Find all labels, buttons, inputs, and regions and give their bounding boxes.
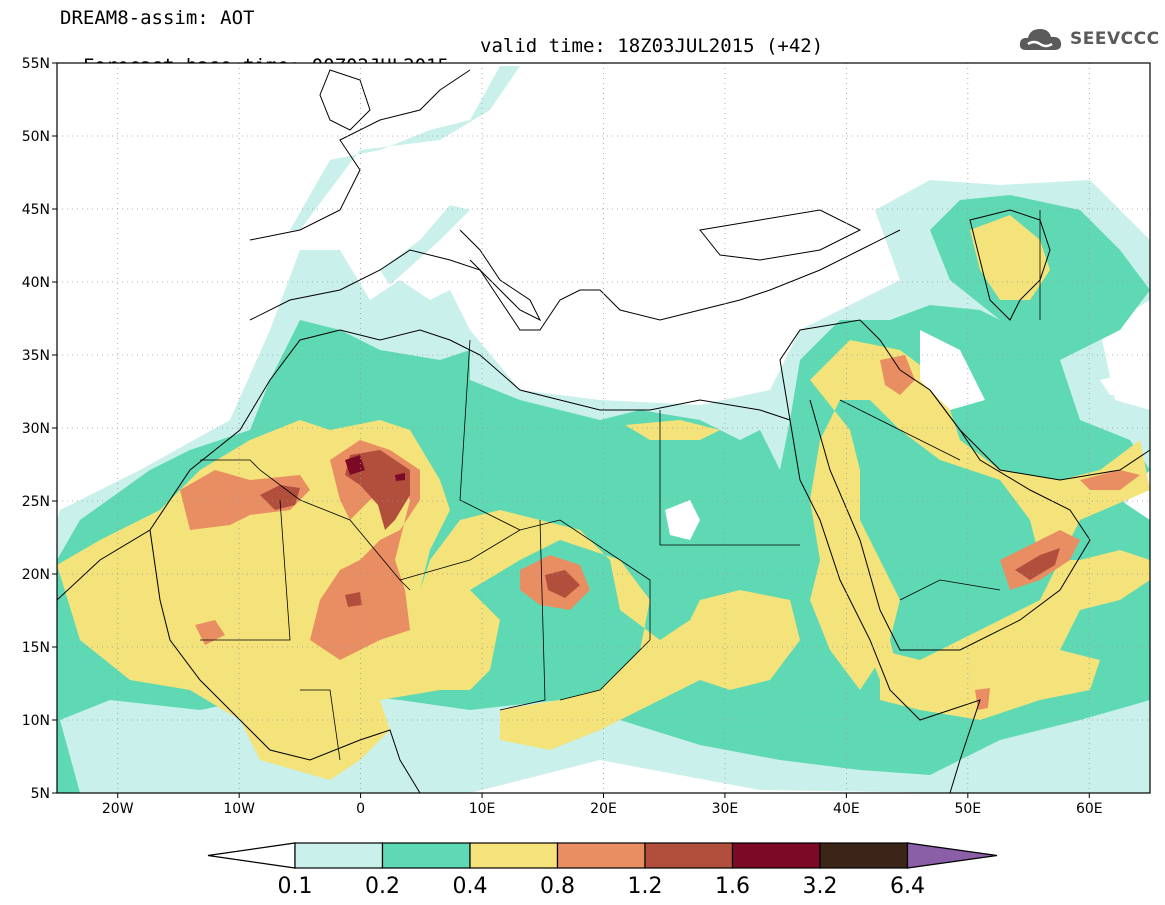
colorbar-label: 0.1 xyxy=(278,874,313,899)
colorbar-label: 0.4 xyxy=(453,874,488,899)
lat-tick-label: 40N xyxy=(22,275,50,291)
lat-tick-label: 50N xyxy=(22,129,50,145)
brand-logo: SEEVCCC xyxy=(1018,24,1160,54)
colorbar-swatch xyxy=(819,842,909,869)
lat-tick-label: 25N xyxy=(22,494,50,510)
gridlines xyxy=(57,63,1150,793)
lon-tick-label: 30E xyxy=(712,801,739,817)
colorbar-label: 3.2 xyxy=(803,874,838,899)
colorbar-swatch xyxy=(469,842,559,869)
lat-tick-label: 10N xyxy=(22,713,50,729)
country-borders xyxy=(200,210,1041,761)
colorbar-label: 0.2 xyxy=(365,874,400,899)
lon-tick-label: 40E xyxy=(833,801,860,817)
lon-tick-label: 10W xyxy=(223,801,255,817)
colorbar-arrow-high xyxy=(906,842,998,869)
aot-level-1-6 xyxy=(345,455,405,481)
cloud-logo-icon xyxy=(1019,29,1062,50)
colorbar-swatch xyxy=(294,842,384,869)
lat-tick-label: 15N xyxy=(22,640,50,656)
map-title: DREAM8-assim: AOT xyxy=(60,7,255,29)
lat-tick-label: 30N xyxy=(22,421,50,437)
latitude-axis: 55N 50N 45N 40N 35N 30N 25N 20N 15N 10N 5N xyxy=(22,56,57,802)
colorbar: 0.1 0.2 0.4 0.8 1.2 1.6 3.2 6.4 xyxy=(207,842,998,899)
colorbar-swatch xyxy=(556,842,646,869)
lon-tick-label: 0 xyxy=(356,801,365,817)
lon-tick-label: 10E xyxy=(469,801,496,817)
colorbar-label: 1.2 xyxy=(628,874,663,899)
lon-tick-label: 60E xyxy=(1076,801,1103,817)
lat-tick-label: 35N xyxy=(22,348,50,364)
colorbar-label: 1.6 xyxy=(715,874,750,899)
colorbar-swatch xyxy=(644,842,734,869)
lon-tick-label: 20E xyxy=(590,801,617,817)
lat-tick-label: 20N xyxy=(22,567,50,583)
lat-tick-label: 55N xyxy=(22,56,50,72)
lat-tick-label: 45N xyxy=(22,202,50,218)
brand-name: SEEVCCC xyxy=(1070,29,1160,49)
lon-tick-label: 50E xyxy=(954,801,981,817)
colorbar-swatch xyxy=(381,842,471,869)
valid-time-label: valid time: 18Z03JUL2015 (+42) xyxy=(480,35,824,57)
colorbar-swatch xyxy=(731,842,821,869)
coastlines xyxy=(57,69,1150,793)
lon-tick-label: 20W xyxy=(102,801,134,817)
colorbar-label: 6.4 xyxy=(890,874,925,899)
longitude-axis: 20W 10W 0 10E 20E 30E 40E 50E 60E xyxy=(102,793,1103,817)
colorbar-label: 0.8 xyxy=(540,874,575,899)
lat-tick-label: 5N xyxy=(31,786,50,802)
colorbar-arrow-low xyxy=(207,842,296,869)
